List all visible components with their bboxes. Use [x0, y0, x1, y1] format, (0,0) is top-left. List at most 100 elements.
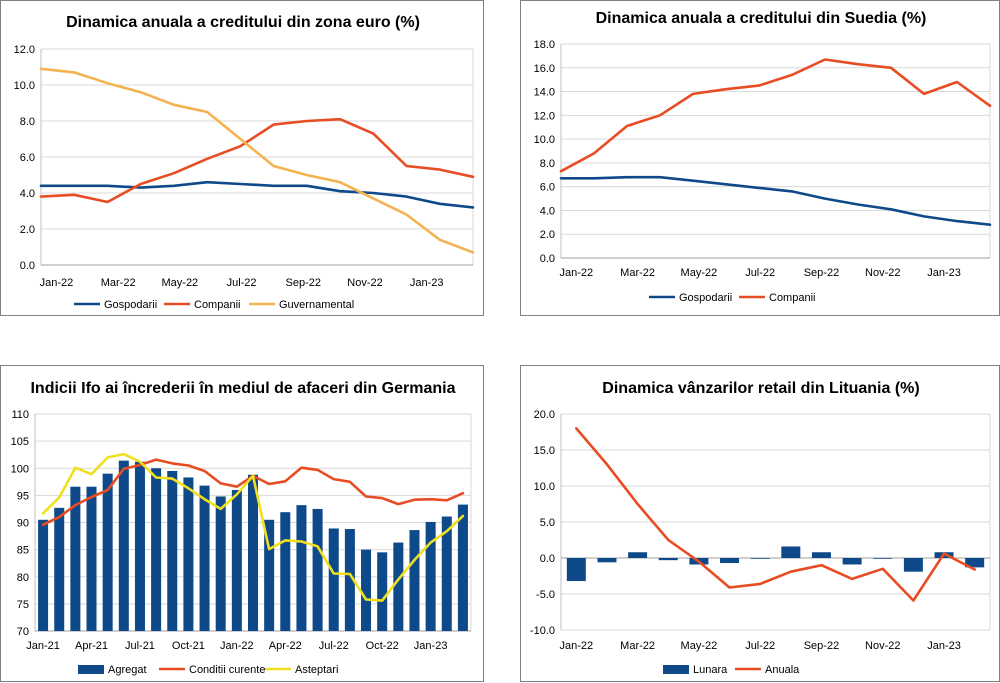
y-tick-label: 105 — [11, 436, 29, 448]
bar-agregat — [264, 519, 275, 631]
series-line-gospodarii — [559, 175, 992, 226]
y-tick-label: 20.0 — [534, 409, 555, 421]
x-tick-label: Nov-22 — [865, 640, 900, 652]
chart-title: Dinamica anuala a creditului din Suedia … — [596, 10, 927, 27]
legend-label: Conditii curente — [189, 664, 265, 676]
bar-agregat — [151, 468, 162, 631]
y-tick-label: 85 — [17, 545, 29, 557]
bar-lunara — [597, 558, 617, 563]
bar-agregat — [344, 529, 355, 631]
bar-agregat — [199, 485, 210, 631]
chart-euro-credit: Dinamica anuala a creditului din zona eu… — [14, 14, 475, 311]
y-tick-label: 6.0 — [540, 182, 555, 194]
bar-lunara — [873, 558, 893, 559]
bar-agregat — [312, 508, 323, 631]
x-tick-label: Oct-22 — [366, 640, 399, 652]
bar-agregat — [167, 470, 178, 631]
bar-agregat — [457, 504, 468, 631]
legend-label: Gospodarii — [679, 292, 732, 304]
bar-agregat — [409, 530, 420, 631]
x-tick-label: Nov-22 — [347, 277, 382, 289]
y-tick-label: 2.0 — [20, 224, 35, 236]
legend-label: Gospodarii — [104, 299, 157, 311]
bar-agregat — [38, 519, 49, 631]
x-tick-label: Sep-22 — [804, 267, 839, 279]
chart-title: Dinamica anuala a creditului din zona eu… — [66, 14, 420, 31]
y-tick-label: 10.0 — [534, 481, 555, 493]
x-tick-label: May-22 — [162, 277, 199, 289]
x-tick-label: Jan-23 — [927, 267, 961, 279]
y-tick-label: 10.0 — [534, 134, 555, 146]
series-line-companii — [39, 117, 475, 204]
bar-agregat — [70, 486, 81, 631]
x-tick-label: Jul-22 — [745, 267, 775, 279]
x-tick-label: Apr-21 — [75, 640, 108, 652]
x-tick-label: Jan-21 — [26, 640, 60, 652]
chart-ifo-germany: Indicii Ifo ai încrederii în mediul de a… — [11, 380, 472, 676]
x-tick-label: Mar-22 — [620, 267, 655, 279]
y-tick-label: 95 — [17, 490, 29, 502]
bar-lunara — [811, 552, 831, 558]
legend-label: Lunara — [693, 664, 728, 676]
x-tick-label: Jan-22 — [40, 277, 74, 289]
legend-label: Companii — [769, 292, 815, 304]
bar-lunara — [628, 552, 648, 558]
x-tick-label: Jul-21 — [125, 640, 155, 652]
bar-agregat — [441, 516, 452, 631]
series-line-anuala — [574, 427, 977, 602]
x-tick-label: May-22 — [681, 640, 718, 652]
y-tick-label: 10.0 — [14, 80, 35, 92]
y-tick-label: -5.0 — [536, 589, 555, 601]
y-tick-label: 12.0 — [534, 110, 555, 122]
bar-lunara — [750, 558, 770, 559]
chart-panel-sweden-credit: Dinamica anuala a creditului din Suedia … — [520, 0, 1000, 316]
y-tick-label: 80 — [17, 572, 29, 584]
x-tick-label: Jan-22 — [560, 640, 594, 652]
x-tick-label: Sep-22 — [286, 277, 321, 289]
y-tick-label: 6.0 — [20, 152, 35, 164]
bar-agregat — [54, 507, 65, 631]
y-tick-label: 90 — [17, 518, 29, 530]
x-tick-label: Apr-22 — [269, 640, 302, 652]
y-tick-label: 15.0 — [534, 445, 555, 457]
bar-agregat — [296, 505, 307, 631]
bar-agregat — [215, 496, 226, 631]
bar-agregat — [247, 474, 259, 631]
legend-swatch — [663, 665, 689, 674]
legend-label: Agregat — [108, 664, 147, 676]
x-tick-label: Jan-23 — [410, 277, 444, 289]
y-tick-label: 110 — [11, 409, 29, 421]
x-tick-label: May-22 — [681, 267, 718, 279]
bar-agregat — [361, 549, 372, 631]
y-tick-label: 16.0 — [534, 63, 555, 75]
bar-agregat — [425, 521, 436, 631]
y-tick-label: 18.0 — [534, 39, 555, 51]
chart-lithuania-retail: Dinamica vânzarilor retail din Lituania … — [530, 380, 991, 676]
x-tick-label: Oct-21 — [172, 640, 205, 652]
y-tick-label: 70 — [17, 626, 29, 638]
legend-label: Guvernamental — [279, 299, 354, 311]
x-tick-label: Jan-23 — [927, 640, 961, 652]
bar-lunara — [903, 558, 923, 572]
y-tick-label: 0.0 — [20, 260, 35, 272]
y-tick-label: 4.0 — [20, 188, 35, 200]
legend-label: Asteptari — [295, 664, 338, 676]
chart-title: Indicii Ifo ai încrederii în mediul de a… — [30, 380, 455, 397]
bar-agregat — [231, 489, 242, 631]
bar-agregat — [377, 552, 388, 631]
x-tick-label: Sep-22 — [804, 640, 839, 652]
chart-panel-euro-credit: Dinamica anuala a creditului din zona eu… — [0, 0, 484, 316]
y-tick-label: 4.0 — [540, 205, 555, 217]
chart-sweden-credit: Dinamica anuala a creditului din Suedia … — [534, 10, 992, 304]
bar-lunara — [842, 558, 862, 565]
y-tick-label: 0.0 — [540, 553, 555, 565]
bar-lunara — [658, 558, 678, 561]
bar-lunara — [965, 558, 985, 568]
y-tick-label: 0.0 — [540, 253, 555, 265]
bar-lunara — [781, 546, 801, 558]
y-tick-label: 100 — [11, 463, 29, 475]
x-tick-label: Jul-22 — [745, 640, 775, 652]
x-tick-label: Nov-22 — [865, 267, 900, 279]
y-tick-label: 2.0 — [540, 229, 555, 241]
series-line-companii — [559, 58, 992, 173]
